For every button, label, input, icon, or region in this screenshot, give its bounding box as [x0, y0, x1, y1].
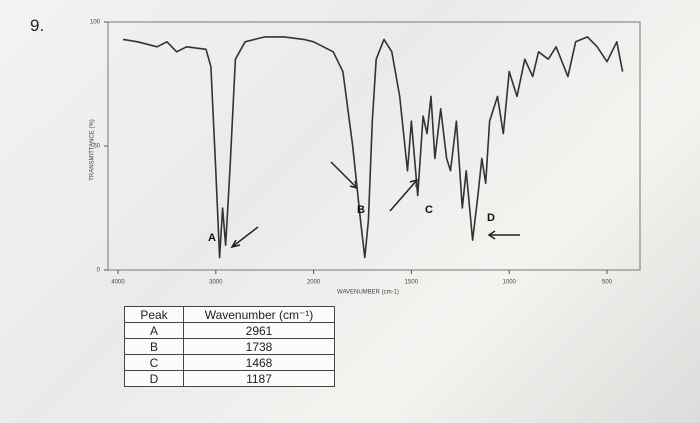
- table-row: A 2961: [124, 322, 335, 339]
- peak-label: B: [357, 204, 365, 216]
- peak-label: A: [208, 232, 216, 244]
- cell: C: [124, 354, 184, 371]
- spectrum-line: [122, 36, 624, 259]
- spectrum-chart: TRANSMITTANCE (%) WAVENUMBER (cm-1) 0 50 1…: [90, 20, 641, 296]
- arrow-head: [230, 239, 241, 249]
- arrow: [330, 161, 358, 189]
- cell: 1738: [183, 338, 335, 355]
- cell: 2961: [183, 322, 335, 339]
- x-tick-label: 500: [602, 280, 613, 286]
- y-tick-label: 0: [97, 268, 101, 274]
- peak-label: D: [487, 212, 495, 224]
- cell: A: [124, 322, 184, 339]
- cell: D: [124, 370, 184, 387]
- cell: B: [124, 338, 184, 355]
- header-cell: Peak: [124, 306, 184, 323]
- x-axis-label: WAVENUMBER (cm-1): [337, 290, 399, 296]
- table-header: Peak Wavenumber (cm⁻¹): [124, 306, 335, 323]
- arrows: [230, 161, 520, 249]
- table-row: C 1468: [124, 354, 335, 371]
- arrow: [389, 179, 418, 212]
- x-tick-label: 2000: [307, 280, 321, 286]
- x-tick-label: 1000: [503, 280, 517, 286]
- table-row: B 1738: [124, 338, 335, 355]
- arrow: [231, 226, 259, 248]
- question-number: 9.: [30, 16, 45, 35]
- y-axis-label: TRANSMITTANCE (%): [90, 119, 96, 181]
- x-tick-label: 4000: [111, 280, 125, 286]
- cell: 1468: [183, 354, 335, 371]
- header-cell: Wavenumber (cm⁻¹): [183, 306, 335, 323]
- y-tick-label: 100: [90, 20, 101, 26]
- x-tick-label: 1500: [405, 280, 419, 286]
- y-tick-label: 50: [93, 144, 100, 150]
- cell: 1187: [183, 370, 335, 387]
- table-row: D 1187: [124, 370, 335, 387]
- peak-label: C: [425, 204, 433, 216]
- x-tick-label: 3000: [209, 280, 223, 286]
- arrow-head: [487, 230, 496, 240]
- peak-table: Peak Wavenumber (cm⁻¹) A 2961 B 1738 C 1468…: [124, 306, 335, 387]
